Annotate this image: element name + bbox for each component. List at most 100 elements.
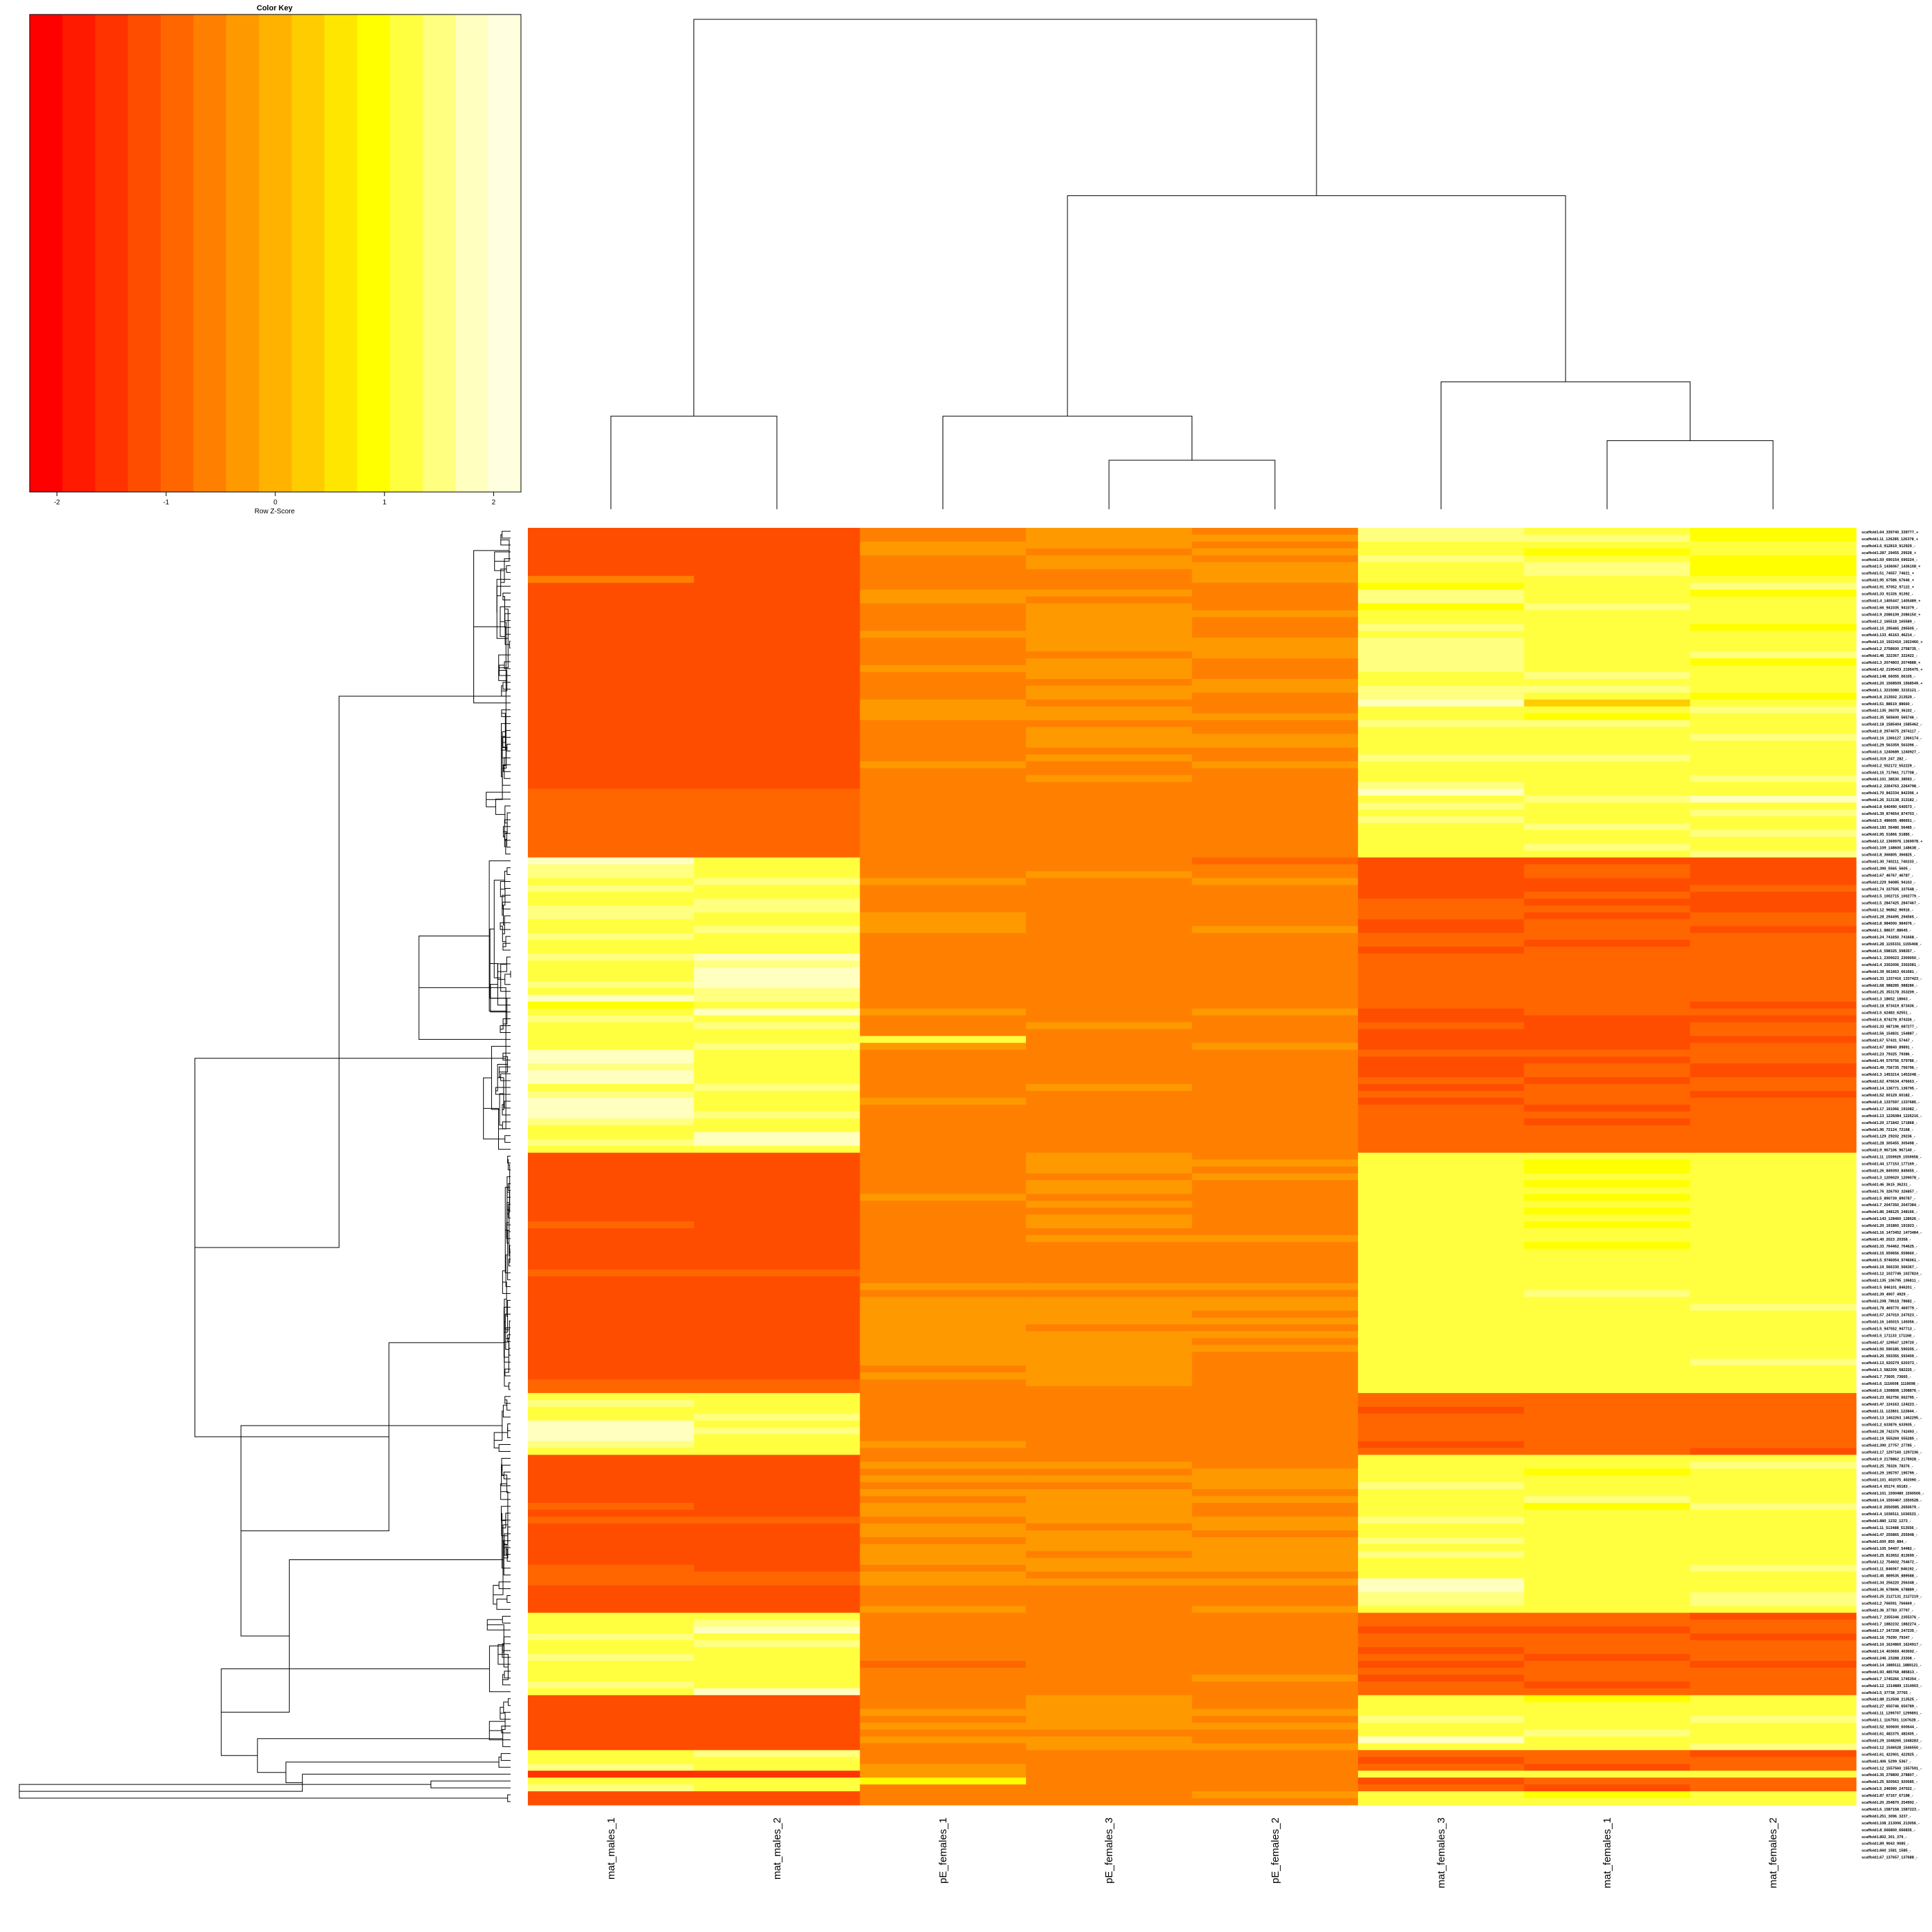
heatmap-cell <box>1690 1310 1857 1318</box>
heatmap-cell <box>1025 1001 1192 1009</box>
heatmap-cell <box>1192 1544 1359 1552</box>
heatmap-cell <box>1192 1152 1359 1161</box>
heatmap-cell <box>860 1708 1027 1717</box>
heatmap-cell <box>1358 624 1525 631</box>
heatmap-cell <box>1192 1070 1359 1078</box>
heatmap-cell <box>860 816 1027 824</box>
row-label: scaffold1.143_128460_128526_- <box>1862 1217 1920 1221</box>
heatmap-cell <box>693 1448 860 1455</box>
heatmap-cell <box>1192 1523 1359 1531</box>
heatmap-cell <box>1524 1379 1690 1387</box>
color-key-ticks: -2 -1 0 1 2 <box>54 492 496 506</box>
heatmap-cell <box>1025 919 1192 927</box>
heatmap-cell <box>693 528 860 535</box>
heatmap-cell <box>1358 1750 1525 1757</box>
heatmap-cell <box>1524 836 1690 845</box>
heatmap-cell <box>1358 1132 1525 1140</box>
heatmap-cell <box>528 548 695 556</box>
heatmap-cell <box>1690 651 1857 659</box>
heatmap-cell <box>1690 782 1857 789</box>
heatmap-cell <box>1690 1372 1857 1380</box>
heatmap-cell <box>860 1001 1027 1009</box>
heatmap-cell <box>1524 1118 1690 1126</box>
heatmap-cell <box>1192 624 1359 631</box>
heatmap-cell <box>1192 1674 1359 1682</box>
heatmap-cell <box>1690 1097 1857 1105</box>
heatmap-cell <box>528 891 695 899</box>
row-label: scaffold1.62_476634_476663_- <box>1862 1080 1918 1084</box>
row-dendrogram-branch <box>499 1056 509 1073</box>
heatmap-cell <box>860 1392 1027 1401</box>
heatmap-cell <box>1524 589 1690 598</box>
heatmap-cell <box>1192 782 1359 789</box>
heatmap-cell <box>1025 1269 1192 1277</box>
row-label: scaffold1.16_1366127_1366174_- <box>1862 737 1922 741</box>
row-label: scaffold1.2_2264763_2264798_- <box>1862 785 1920 789</box>
heatmap-cell <box>860 1303 1027 1311</box>
heatmap-cell <box>528 720 695 728</box>
heatmap-cell <box>860 1695 1027 1703</box>
heatmap-cell <box>1690 1708 1857 1717</box>
heatmap-cell <box>860 569 1027 577</box>
row-dendrogram-branch <box>502 1646 511 1658</box>
heatmap-cell <box>1192 1132 1359 1140</box>
heatmap-cell <box>1025 1455 1192 1462</box>
row-label: scaffold1.12_1369976_1369978_+ <box>1862 840 1923 844</box>
heatmap-cell <box>693 1180 860 1187</box>
row-dendrogram-branch <box>489 1730 511 1747</box>
heatmap-cell <box>1025 1791 1192 1799</box>
heatmap-cell <box>1192 665 1359 673</box>
row-label: scaffold1.12_1314889_1314903_- <box>1862 1684 1922 1688</box>
heatmap-cell <box>1524 610 1690 618</box>
heatmap-cell <box>693 829 860 838</box>
heatmap-cell <box>1524 1599 1690 1606</box>
heatmap-cell <box>1358 596 1525 604</box>
heatmap-cell <box>528 775 695 782</box>
heatmap-cell <box>1690 822 1857 831</box>
heatmap-cell <box>1358 1208 1525 1215</box>
row-label: scaffold1.8_666800_666835_- <box>1862 1828 1915 1833</box>
heatmap-cell <box>528 1091 695 1098</box>
heatmap-cell <box>693 885 860 892</box>
heatmap-cell <box>860 947 1027 954</box>
heatmap-cell <box>860 1352 1027 1359</box>
heatmap-cell <box>1358 1791 1525 1799</box>
heatmap-cell <box>693 1413 860 1421</box>
row-dendrogram-branch <box>489 1645 511 1693</box>
heatmap-cell <box>860 1345 1027 1352</box>
heatmap-cell <box>1524 1550 1690 1559</box>
row-dendrogram-branch <box>431 1780 511 1788</box>
heatmap-cell <box>1524 1448 1690 1455</box>
heatmap-cell <box>1192 871 1359 879</box>
row-label: scaffold1.15_717661_717708_- <box>1862 771 1918 775</box>
heatmap-cell <box>1358 1118 1525 1126</box>
heatmap-cell <box>1358 1043 1525 1050</box>
heatmap-cell <box>1690 871 1857 879</box>
heatmap-cell <box>1192 1771 1359 1778</box>
heatmap-cell <box>1358 947 1525 954</box>
row-label: scaffold1.11_1299707_1299891_- <box>1862 1712 1922 1716</box>
heatmap-cell <box>1358 1228 1525 1236</box>
heatmap-cell <box>693 658 860 666</box>
row-label: scaffold1.101_38530_38593_- <box>1862 778 1915 782</box>
heatmap-cell <box>528 1132 695 1140</box>
heatmap-cell <box>1690 905 1857 913</box>
color-key-band <box>324 14 358 492</box>
heatmap-cell <box>1025 1510 1192 1517</box>
heatmap-cell <box>528 1159 695 1167</box>
heatmap-cell <box>1690 1338 1857 1346</box>
heatmap-cell <box>1524 1015 1690 1023</box>
heatmap-cell <box>860 534 1027 542</box>
heatmap-cell <box>860 1118 1027 1126</box>
heatmap-cell <box>1690 885 1857 892</box>
heatmap-cell <box>1358 706 1525 714</box>
heatmap-cell <box>1192 1647 1359 1655</box>
heatmap-cell <box>1025 1757 1192 1764</box>
heatmap-cell <box>1524 1049 1690 1057</box>
heatmap-cell <box>1690 947 1857 954</box>
row-label: scaffold1.1_88637_88645_- <box>1862 929 1911 933</box>
heatmap-cell <box>1690 754 1857 762</box>
row-label: scaffold1.880_1232_1273_- <box>1862 1519 1911 1524</box>
heatmap-cell <box>693 631 860 638</box>
heatmap-cell <box>1524 692 1690 700</box>
